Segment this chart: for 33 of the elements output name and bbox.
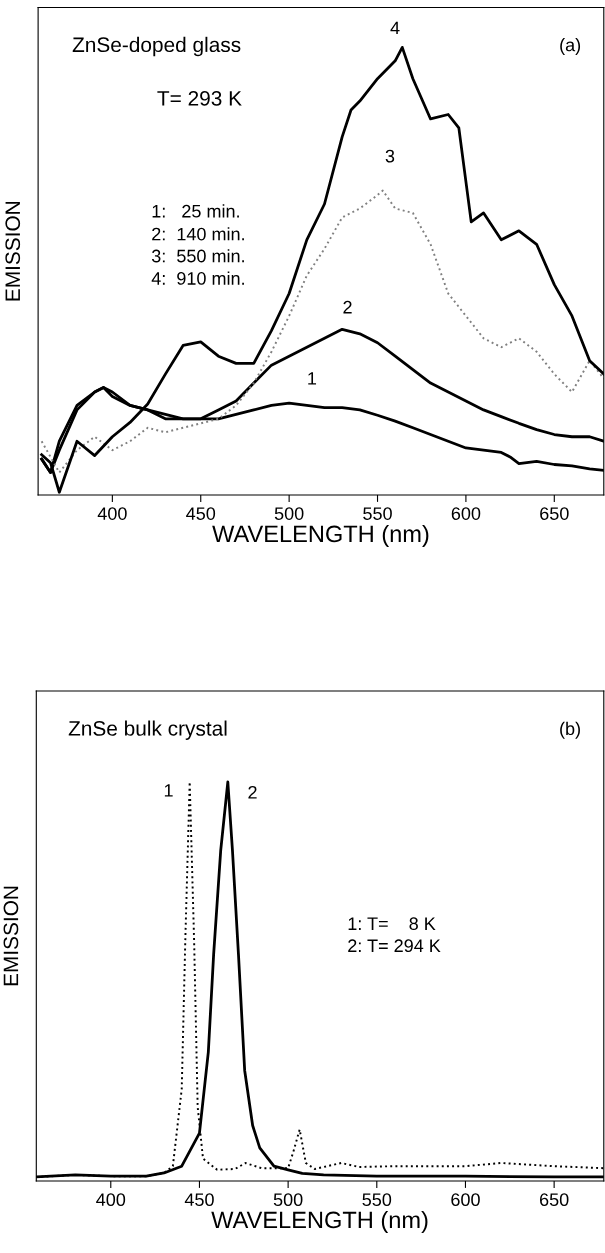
annotation: 3 [385,149,395,163]
x-tick-label: 650 [539,1193,569,1207]
y-axis-title: EMISSION [3,886,19,986]
annotation: 1 [164,784,173,797]
y-axis-title: EMISSION [5,201,21,301]
chart-title: ZnSe bulk crystal [68,720,227,740]
annotation: 1 [308,372,317,385]
annotation: 2 [343,300,352,314]
annotation: 4: 910 min. [151,271,244,285]
annotation: 2: 140 min. [152,227,244,241]
annotation: 2 [248,785,257,799]
annotation: 1: 25 min. [152,204,239,218]
text: (b) [560,721,580,739]
x-axis-title: WAVELENGTH (nm) [211,1210,428,1233]
annotation: 2: T= 294 K [348,939,441,953]
x-tick-label: 400 [97,507,127,520]
x-tick-label: 500 [274,507,304,520]
annotation: (a) [560,38,581,55]
x-tick-label: 450 [184,1193,214,1207]
x-tick-label: 500 [273,1193,303,1207]
x-tick-label: 450 [186,507,216,520]
chart-title: ZnSe-doped glass [72,36,241,57]
text: T= 293 K [157,90,242,106]
text: 4 [390,21,400,35]
x-axis-title: WAVELENGTH (nm) [212,524,429,547]
x-tick-label: 400 [96,1193,126,1207]
annotation: 1: T= 8 K [348,917,436,931]
x-tick-label: 600 [451,507,481,520]
annotation: 3: 550 min. [151,249,244,263]
x-tick-label: 600 [451,1193,480,1207]
x-tick-label: 550 [363,507,392,520]
x-tick-label: 550 [362,1193,392,1207]
x-tick-label: 650 [540,507,569,520]
